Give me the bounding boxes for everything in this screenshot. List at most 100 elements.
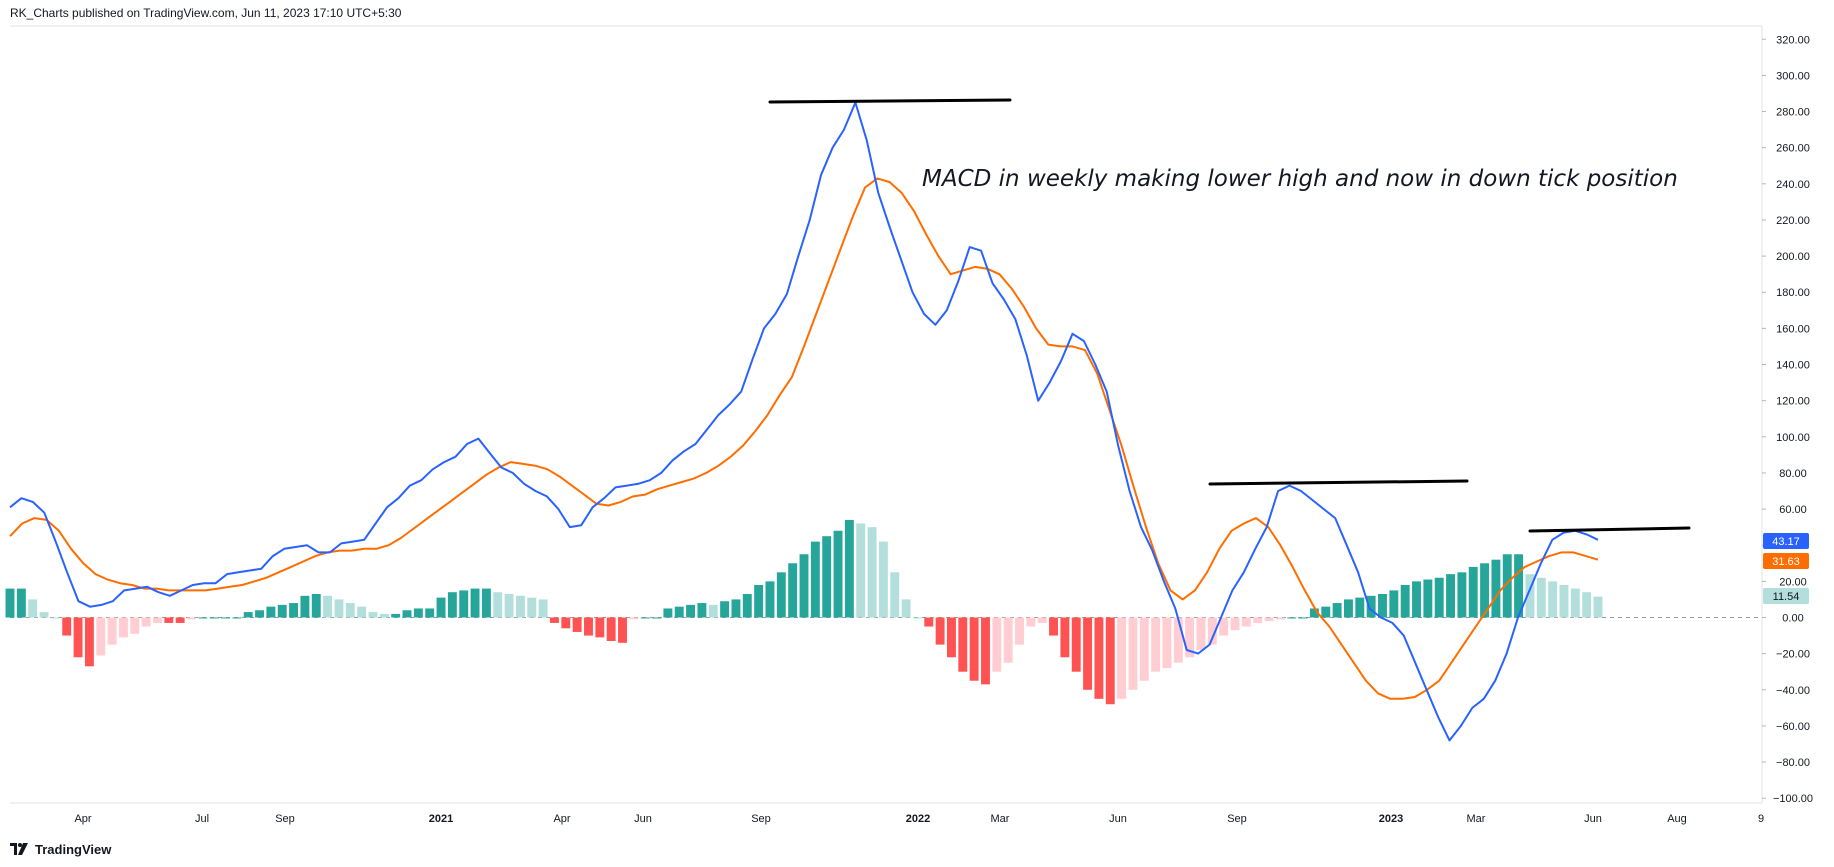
histogram-bar bbox=[1207, 617, 1217, 645]
histogram-bar bbox=[334, 599, 344, 618]
histogram-bar bbox=[118, 617, 128, 638]
histogram-bar bbox=[788, 563, 798, 618]
footer-brand[interactable]: TradingView bbox=[10, 840, 111, 858]
histogram-bar bbox=[1536, 577, 1546, 618]
histogram-bar bbox=[924, 617, 934, 627]
histogram-bar bbox=[153, 617, 162, 623]
histogram-bar bbox=[822, 536, 832, 618]
histogram-bar bbox=[663, 608, 673, 618]
x-tick-label: Apr bbox=[553, 813, 570, 825]
histogram-bar bbox=[1366, 595, 1376, 618]
x-tick-label: Apr bbox=[74, 813, 91, 825]
histogram-bar bbox=[1298, 617, 1308, 619]
histogram-last-value-label-bg bbox=[1763, 588, 1809, 604]
y-tick-label: −60.00 bbox=[1776, 721, 1810, 733]
histogram-bar bbox=[674, 606, 684, 618]
histogram-bar bbox=[447, 592, 457, 618]
histogram-bar bbox=[810, 541, 820, 618]
footer-brand-text: TradingView bbox=[35, 841, 112, 857]
histogram-bar bbox=[1434, 577, 1444, 618]
histogram-bar bbox=[300, 595, 310, 618]
histogram-bar bbox=[232, 617, 242, 619]
histogram-bar bbox=[1332, 603, 1342, 618]
histogram-bar bbox=[1173, 617, 1183, 663]
tradingview-logo-icon bbox=[10, 843, 28, 855]
histogram-bar bbox=[1593, 596, 1603, 618]
signal-last-value-label: 31.63 bbox=[1772, 556, 1800, 568]
histogram-bar bbox=[1582, 592, 1592, 618]
histogram-bar bbox=[1389, 590, 1399, 618]
macd-line bbox=[9, 101, 1599, 742]
trendline bbox=[768, 98, 1012, 104]
histogram-bar bbox=[345, 603, 355, 618]
x-tick-label: Mar bbox=[991, 813, 1010, 825]
histogram-bar bbox=[504, 594, 514, 618]
histogram-bar bbox=[493, 592, 503, 618]
histogram-bar bbox=[1423, 579, 1433, 618]
macd-last-value-label-bg bbox=[1763, 533, 1809, 549]
y-tick-label: 20.00 bbox=[1779, 576, 1807, 588]
histogram-bar bbox=[1196, 617, 1206, 651]
histogram-bar bbox=[1525, 574, 1535, 618]
histogram-bar bbox=[550, 617, 559, 623]
histogram-bar bbox=[1378, 594, 1387, 618]
annotation-text: MACD in weekly making lower high and now… bbox=[922, 166, 1678, 192]
histogram-bar bbox=[1548, 581, 1558, 618]
histogram-bar bbox=[969, 617, 979, 681]
histogram-bar bbox=[198, 617, 208, 619]
y-tick-label: 280.00 bbox=[1776, 107, 1810, 119]
histogram-bar bbox=[640, 617, 650, 619]
histogram-bar bbox=[1457, 572, 1467, 618]
histogram-bar bbox=[1275, 617, 1285, 620]
histogram-bar bbox=[1230, 617, 1240, 631]
x-tick-label: 2023 bbox=[1379, 813, 1403, 825]
histogram-bar bbox=[1355, 597, 1365, 618]
histogram-bar bbox=[912, 617, 922, 619]
histogram-bar bbox=[527, 597, 537, 618]
histogram-bar bbox=[629, 617, 639, 620]
y-tick-label: 100.00 bbox=[1776, 432, 1810, 444]
histogram-bar bbox=[1026, 617, 1036, 627]
histogram-bar bbox=[402, 610, 412, 618]
histogram-bar bbox=[1491, 559, 1501, 618]
histogram-bar bbox=[1570, 588, 1580, 618]
x-tick-label: Sep bbox=[1227, 813, 1247, 825]
y-tick-label: 80.00 bbox=[1779, 468, 1807, 480]
histogram-bar bbox=[844, 519, 854, 618]
y-tick-label: −80.00 bbox=[1776, 757, 1810, 769]
trendline bbox=[1528, 526, 1691, 533]
histogram-bar bbox=[1083, 617, 1093, 690]
histogram-bar bbox=[130, 617, 140, 634]
histogram-bar bbox=[459, 590, 469, 618]
histogram-bar bbox=[413, 608, 423, 618]
histogram-bar bbox=[1037, 617, 1047, 623]
x-tick-label: Jun bbox=[1584, 813, 1602, 825]
histogram-bar bbox=[164, 617, 174, 623]
histogram-bar bbox=[379, 613, 389, 618]
histogram-bar bbox=[1400, 584, 1410, 618]
histogram-bar bbox=[39, 612, 49, 618]
histogram-bar bbox=[1321, 606, 1331, 618]
histogram-bar bbox=[221, 617, 230, 619]
histogram-bar bbox=[84, 617, 94, 667]
histogram-bar bbox=[1309, 608, 1319, 618]
y-tick-label: 60.00 bbox=[1779, 504, 1807, 516]
histogram-bar bbox=[584, 617, 593, 636]
y-tick-label: 140.00 bbox=[1776, 360, 1810, 372]
histogram-bar bbox=[981, 617, 990, 685]
histogram-bar bbox=[878, 541, 888, 618]
histogram-bar bbox=[1344, 599, 1353, 618]
histogram-bar bbox=[187, 617, 196, 620]
signal-last-value-label-bg bbox=[1763, 553, 1809, 569]
histogram-bar bbox=[255, 610, 264, 618]
x-tick-label: 2022 bbox=[906, 813, 930, 825]
histogram-bar bbox=[901, 599, 911, 618]
histogram-bar bbox=[890, 572, 900, 618]
macd-last-value-label: 43.17 bbox=[1772, 536, 1800, 548]
histogram-bar bbox=[425, 608, 435, 618]
histogram-bar bbox=[311, 594, 321, 618]
histogram-bar bbox=[289, 603, 299, 618]
y-tick-label: 320.00 bbox=[1776, 34, 1810, 46]
histogram-bar bbox=[209, 617, 219, 619]
